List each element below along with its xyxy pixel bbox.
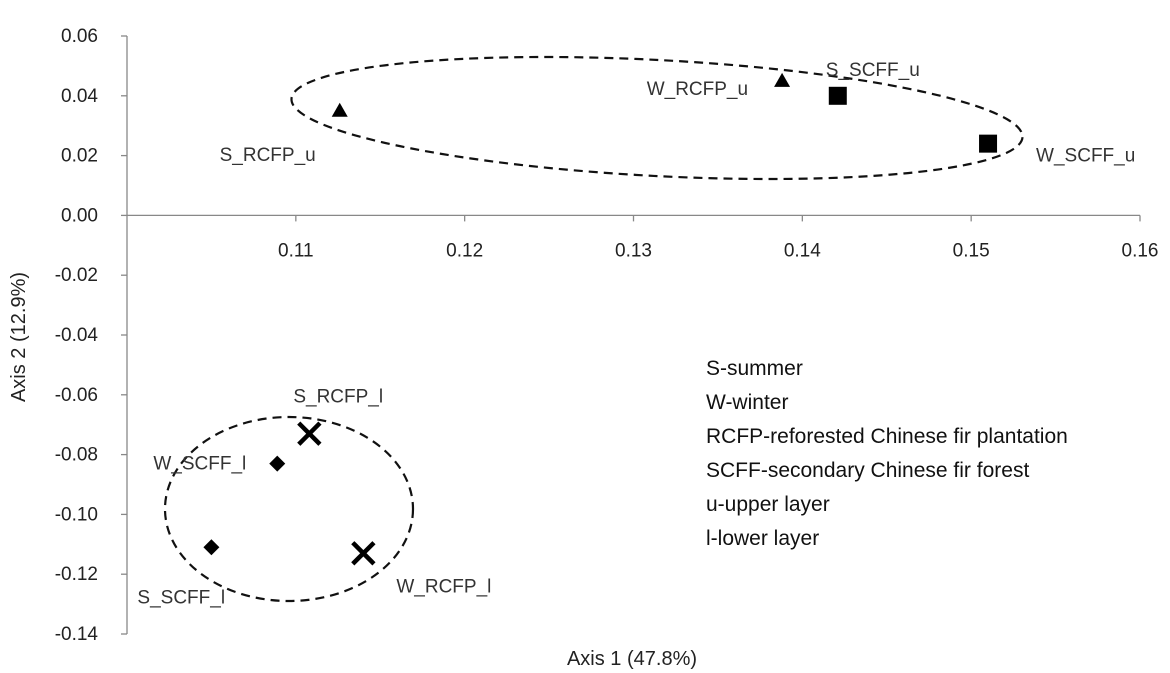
lower-layer-cluster-ellipse: [163, 415, 415, 603]
y-tick-label: -0.12: [55, 564, 98, 585]
marker-stroke: [351, 541, 376, 566]
x-tick-label: 0.11: [278, 240, 314, 261]
y-tick-label: -0.14: [55, 624, 99, 645]
legend-line-scff: SCFF-secondary Chinese fir forest: [706, 459, 1029, 482]
x-tick-label: 0.13: [615, 240, 652, 261]
marker-s-scff-u: [828, 86, 847, 105]
y-tick-label: -0.04: [55, 325, 99, 346]
x-tick-label: 0.16: [1122, 240, 1159, 261]
y-axis-title: Axis 2 (12.9%): [8, 272, 30, 402]
y-tick-label: -0.02: [55, 265, 98, 286]
point-label-w-rcfp-u: W_RCFP_u: [647, 79, 748, 100]
y-tick-label: -0.08: [55, 445, 98, 466]
marker-s-rcfp-u: [331, 102, 348, 117]
marker-s-rcfp-l: [297, 421, 322, 446]
axes: 0.06 0.04 0.02 0.00 -0.02 -0.04 -0.06 -0.08 -0.1…: [55, 26, 1159, 645]
legend-text-block: S-summer W-winter RCFP-reforested Chines…: [706, 357, 1068, 550]
y-tick-label: 0.04: [61, 86, 98, 107]
point-label-s-scff-u: S_SCFF_u: [826, 60, 920, 81]
legend-line-lower: l-lower layer: [706, 527, 819, 550]
y-tick-label: -0.06: [55, 385, 98, 406]
point-label-s-scff-l: S_SCFF_l: [137, 587, 225, 608]
marker-s-scff-l: [203, 539, 220, 556]
marker-w-scff-l: [269, 455, 286, 472]
legend-line-summer: S-summer: [706, 357, 803, 380]
marker-w-rcfp-l: [351, 541, 376, 566]
point-label-w-scff-l: W_SCFF_l: [153, 454, 246, 475]
y-tick-label: 0.02: [61, 146, 98, 167]
x-tick-label: 0.14: [784, 240, 821, 261]
marker-w-scff-u: [979, 134, 998, 153]
point-label-s-rcfp-l: S_RCFP_l: [293, 387, 383, 408]
x-tick-label: 0.12: [446, 240, 483, 261]
point-label-w-rcfp-l: W_RCFP_l: [396, 576, 491, 597]
legend-line-upper: u-upper layer: [706, 493, 830, 516]
x-axis-title: Axis 1 (47.8%): [567, 648, 697, 670]
legend-line-rcfp: RCFP-reforested Chinese fir plantation: [706, 425, 1068, 448]
point-label-s-rcfp-u: S_RCFP_u: [220, 145, 316, 166]
data-points: [203, 72, 998, 566]
marker-stroke: [297, 421, 322, 446]
marker-w-rcfp-u: [774, 72, 791, 87]
point-labels: S_RCFP_u W_RCFP_u S_SCFF_u W_SCFF_u S_RCFP_l…: [137, 60, 1135, 608]
group-ellipses: [163, 55, 1024, 603]
y-tick-label: 0.00: [61, 205, 98, 226]
y-tick-label: -0.10: [55, 504, 98, 525]
y-tick-label: 0.06: [61, 26, 98, 47]
x-tick-label: 0.15: [953, 240, 990, 261]
point-label-w-scff-u: W_SCFF_u: [1036, 146, 1135, 167]
legend-line-winter: W-winter: [706, 391, 788, 414]
